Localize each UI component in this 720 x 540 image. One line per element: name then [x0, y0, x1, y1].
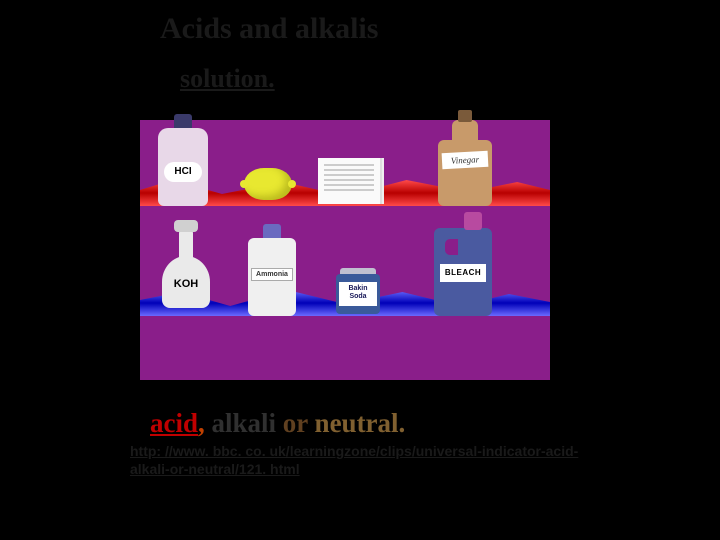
word-alkali: alkali [205, 408, 283, 438]
koh-flask: KOH [162, 256, 210, 308]
bleach-bottle: BLEACH [434, 228, 492, 316]
bbc-link[interactable]: http: //www. bbc. co. uk/learningzone/cl… [130, 442, 610, 478]
hcl-label: HCI [164, 162, 202, 182]
chemicals-illustration: HCI Vinegar KOH Ammonia Bakin Soda [140, 120, 550, 380]
page-title: Acids and alkalis [160, 12, 378, 46]
baking-soda-label: Bakin Soda [339, 282, 377, 306]
vinegar-bottle: Vinegar [438, 140, 492, 206]
word-neutral: neutral. [315, 408, 406, 438]
soda-label-line2: Soda [349, 293, 366, 300]
word-acid: acid [150, 408, 198, 438]
bleach-handle [440, 234, 458, 260]
hcl-bottle: HCI [158, 128, 208, 206]
baking-soda-can: Bakin Soda [336, 274, 380, 314]
subtitle-solution: solution. [180, 64, 275, 94]
ammonia-label: Ammonia [251, 268, 293, 281]
koh-label: KOH [170, 278, 202, 290]
word-or: or [283, 408, 315, 438]
soda-label-line1: Bakin [348, 285, 367, 292]
bleach-label: BLEACH [440, 264, 486, 282]
lemon-icon [244, 168, 292, 200]
vinegar-label: Vinegar [442, 151, 489, 169]
classification-text: acid, alkali or neutral. [150, 408, 405, 439]
paper-stack-icon [318, 158, 380, 204]
ammonia-bottle: Ammonia [248, 238, 296, 316]
comma: , [198, 408, 205, 438]
